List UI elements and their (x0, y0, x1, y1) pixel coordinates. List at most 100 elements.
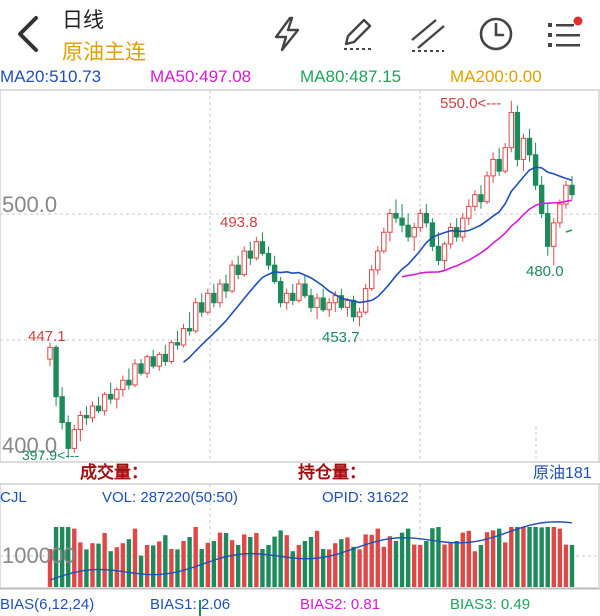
volume-bar (484, 532, 490, 587)
ma20-line (183, 166, 573, 363)
candle-body (144, 356, 150, 374)
volume-bar (108, 551, 113, 587)
volume-bar (557, 528, 563, 587)
trend-lines-icon[interactable] (408, 14, 448, 54)
candle-body (59, 396, 65, 424)
candle-body (138, 363, 144, 374)
candle-body (162, 353, 169, 362)
volume-axis-label: 100000 (2, 543, 75, 568)
volume-bar (545, 527, 550, 587)
candle-body (411, 227, 417, 238)
volume-bar (272, 536, 277, 587)
moving-average-lines (183, 166, 573, 363)
candle-body (89, 405, 96, 419)
volume-bar (515, 527, 520, 587)
volume-bar (193, 527, 198, 587)
candle-body (338, 295, 345, 308)
candle-body (174, 342, 181, 346)
candle-body (284, 292, 290, 304)
volume-bar (90, 543, 95, 587)
candle-body (423, 212, 430, 224)
volume-bar (187, 537, 192, 587)
volume-bar (96, 543, 101, 587)
page-title: 日线 (62, 9, 104, 32)
volume-bar (369, 534, 374, 587)
volume-bar (78, 542, 83, 587)
candle-body (362, 288, 369, 313)
volume-bar (503, 542, 508, 587)
volume-bar (375, 528, 380, 587)
opid-label: OPID: 31622 (322, 489, 409, 506)
volume-bar (533, 527, 538, 587)
bias3-label: BIAS3: 0.49 (450, 596, 530, 613)
candle-body (168, 342, 175, 362)
candle-body (253, 241, 260, 259)
candle-body (538, 184, 545, 214)
volume-bar (138, 555, 144, 587)
volume-bar (260, 549, 265, 587)
candle-body (77, 414, 84, 431)
menu-list-icon[interactable] (544, 14, 584, 54)
volume-bar (199, 549, 204, 587)
candle-body (417, 212, 423, 229)
clock-icon[interactable] (476, 14, 516, 54)
ma50-label: MA50:497.08 (150, 67, 251, 86)
volume-bar (84, 549, 89, 587)
volume-bar (284, 535, 289, 587)
volume-bar (411, 544, 417, 587)
volume-panel-frame (0, 483, 600, 589)
ma20-label: MA20:510.73 (0, 67, 101, 86)
volume-bar (387, 536, 393, 587)
candle-body (520, 137, 527, 160)
candle-body (399, 217, 405, 226)
candle-body (502, 147, 508, 172)
candle-body (344, 299, 351, 308)
volume-bar (442, 544, 447, 587)
candle-body (95, 405, 102, 412)
candle-body (375, 250, 381, 271)
ma200-label: MA200:0.00 (450, 67, 542, 86)
volume-bar (405, 528, 411, 587)
volume-bar (527, 527, 532, 587)
pencil-icon[interactable] (338, 14, 378, 54)
volume-bar (169, 549, 174, 587)
candle-body (223, 283, 229, 292)
volume-bar (248, 537, 253, 587)
volume-bar (496, 528, 502, 587)
contract-name[interactable]: 原油主连 (62, 41, 146, 64)
volume-bar (314, 530, 320, 587)
candle-body (393, 212, 399, 219)
candle-body (107, 393, 114, 400)
cjl-label: CJL (0, 489, 27, 506)
volume-bar (223, 533, 229, 587)
lightning-icon[interactable] (268, 14, 308, 54)
candle-body (314, 297, 320, 308)
open-interest-title: 持仓量： (298, 462, 366, 482)
volume-bar (66, 527, 71, 587)
candle-body (126, 379, 132, 386)
candle-body (332, 295, 338, 304)
candle-body (47, 346, 53, 360)
volume-bar (345, 537, 350, 587)
candle-body (199, 302, 205, 313)
volume-bar (569, 545, 575, 587)
candle-body (53, 346, 59, 398)
volume-bar (296, 545, 302, 587)
candle-body (247, 250, 254, 259)
volume-bar (357, 549, 362, 587)
ma50-line (401, 199, 573, 278)
volume-bar (418, 545, 423, 587)
volume-bar (351, 546, 356, 587)
candle-body (150, 356, 156, 367)
volume-bar (235, 545, 241, 587)
back-icon[interactable] (10, 14, 46, 54)
candle-body (563, 184, 569, 205)
volume-bar (430, 528, 435, 587)
candle-body (229, 264, 235, 292)
volume-bar (144, 545, 150, 587)
volume-bar (393, 541, 399, 587)
candle-body (186, 328, 193, 332)
bias1-label: BIAS1: 2.06 (150, 596, 230, 613)
bias-params: BIAS(6,12,24) (0, 596, 94, 613)
